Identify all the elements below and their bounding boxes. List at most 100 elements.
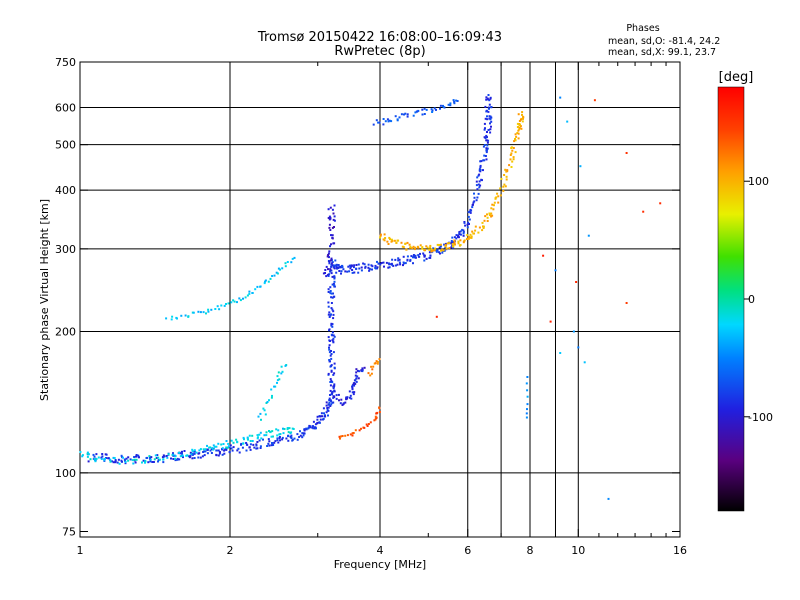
data-point [414, 254, 417, 257]
data-point [450, 242, 452, 245]
data-point [247, 438, 249, 441]
data-point [183, 450, 186, 452]
data-point [258, 433, 261, 436]
data-point [86, 455, 89, 458]
data-point [476, 188, 479, 191]
data-point [148, 455, 151, 458]
data-point [236, 440, 239, 443]
data-point [474, 225, 477, 228]
data-point [270, 444, 273, 447]
data-point [549, 320, 552, 323]
data-point [223, 449, 226, 452]
data-point [331, 208, 334, 211]
data-point [332, 218, 335, 221]
data-point [286, 261, 289, 263]
data-point [327, 336, 330, 339]
data-point [477, 231, 480, 234]
data-point [144, 461, 146, 464]
data-point [332, 340, 335, 343]
data-point [181, 452, 183, 455]
data-point [329, 229, 332, 231]
data-point [329, 259, 332, 262]
data-point [129, 458, 132, 461]
data-point [349, 394, 352, 397]
data-point [387, 262, 390, 265]
data-point [455, 234, 458, 237]
data-point [260, 418, 262, 421]
data-point [217, 442, 220, 445]
data-point [327, 301, 330, 304]
data-point [331, 275, 334, 278]
data-point [322, 272, 325, 275]
data-point [328, 346, 330, 349]
data-point [141, 461, 143, 464]
data-point [307, 427, 310, 430]
data-point [485, 139, 488, 142]
data-point [326, 407, 329, 409]
data-point [488, 212, 491, 215]
data-point [192, 311, 195, 314]
data-point [340, 270, 343, 273]
data-point [225, 303, 227, 305]
data-point [238, 451, 241, 454]
data-point [268, 440, 271, 443]
data-point [268, 444, 271, 447]
data-point [328, 223, 331, 226]
data-point [266, 401, 269, 403]
data-point [397, 239, 400, 242]
data-point [490, 120, 493, 123]
data-point [221, 453, 224, 456]
data-point [248, 446, 251, 449]
data-point [325, 404, 328, 407]
data-point [172, 453, 175, 456]
data-point [351, 391, 354, 394]
data-point [457, 235, 459, 238]
data-point [111, 460, 114, 463]
data-point [353, 264, 356, 267]
data-point [249, 440, 252, 442]
data-point [230, 301, 233, 304]
data-point [209, 449, 212, 452]
data-point [361, 367, 364, 370]
data-point [495, 196, 498, 199]
data-point [332, 351, 335, 354]
data-point [447, 103, 450, 106]
data-point [488, 99, 491, 102]
grid-lines [80, 62, 680, 537]
data-point [426, 246, 429, 249]
y-tick-label: 750 [55, 56, 76, 69]
data-point [466, 226, 469, 229]
data-point [384, 120, 387, 123]
data-point [349, 266, 352, 268]
data-point [162, 461, 165, 464]
data-point [113, 457, 116, 459]
data-point [286, 427, 289, 429]
data-point [244, 296, 247, 299]
data-point [149, 460, 152, 463]
data-point [328, 262, 331, 265]
data-point [332, 313, 335, 316]
data-point [251, 440, 254, 442]
data-point [430, 108, 433, 111]
data-point [246, 437, 249, 440]
data-point [191, 452, 194, 455]
data-point [225, 446, 228, 449]
data-point [433, 107, 436, 110]
data-point [462, 230, 465, 233]
data-point [397, 257, 400, 260]
data-point [379, 234, 382, 237]
data-point [242, 297, 244, 300]
data-point [415, 110, 418, 113]
data-point [417, 109, 420, 112]
data-point [149, 458, 152, 461]
data-point [521, 113, 523, 116]
data-point [469, 236, 472, 239]
colorbar-ticks: 100 0 -100 [744, 175, 773, 424]
data-point [379, 233, 382, 236]
data-point [461, 228, 464, 231]
data-point [274, 385, 277, 388]
data-point [331, 392, 334, 395]
data-point [335, 397, 338, 400]
data-point [279, 439, 281, 442]
data-point [109, 458, 112, 461]
